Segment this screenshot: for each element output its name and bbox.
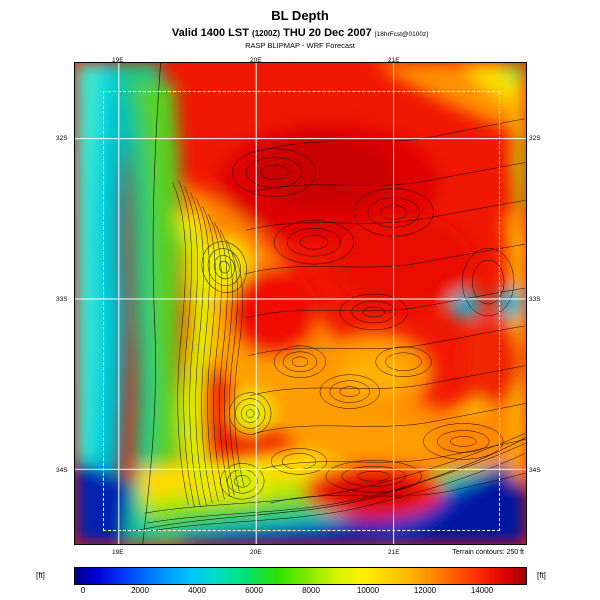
map-panel[interactable] bbox=[74, 62, 527, 545]
colorbar-tick-5: 10000 bbox=[356, 586, 380, 595]
colorbar-tick-3: 6000 bbox=[245, 586, 263, 595]
valid-time-line: Valid 1400 LST (1200Z) THU 20 Dec 2007 [… bbox=[0, 27, 600, 39]
colorbar-tick-4: 8000 bbox=[302, 586, 320, 595]
valid-time-utc: (1200Z) bbox=[252, 29, 281, 38]
colorbar bbox=[74, 567, 527, 585]
colorbar-gradient bbox=[74, 567, 527, 585]
lon-label-top-2: 21E bbox=[388, 57, 400, 64]
lon-label-top-1: 20E bbox=[250, 57, 262, 64]
lat-label-left-0: 32S bbox=[56, 135, 68, 142]
lon-label-top-0: 19E bbox=[112, 57, 124, 64]
lat-label-right-2: 34S bbox=[529, 467, 541, 474]
colorbar-units-left: [ft] bbox=[36, 571, 45, 580]
page-title: BL Depth bbox=[271, 8, 329, 23]
latlon-grid bbox=[75, 63, 526, 544]
valid-time-lst: Valid 1400 LST bbox=[171, 27, 249, 39]
forecast-run-info: [18hrFcst@0100z] bbox=[374, 31, 429, 38]
lon-label-bottom-2: 21E bbox=[388, 549, 400, 556]
colorbar-units-right: [ft] bbox=[537, 571, 546, 580]
bl-depth-field bbox=[75, 63, 526, 544]
colorbar-tick-2: 4000 bbox=[188, 586, 206, 595]
colorbar-tick-0: 0 bbox=[80, 586, 86, 595]
colorbar-tick-1: 2000 bbox=[131, 586, 149, 595]
model-source-line: RASP BLIPMAP - WRF Forecast bbox=[245, 41, 355, 50]
colorbar-tick-labels: 0 2000 4000 6000 8000 10000 12000 14000 bbox=[74, 586, 527, 598]
lon-label-bottom-1: 20E bbox=[250, 549, 262, 556]
lat-label-left-2: 34S bbox=[56, 467, 68, 474]
colorbar-tick-6: 12000 bbox=[413, 586, 437, 595]
valid-date: THU 20 Dec 2007 bbox=[283, 27, 372, 39]
lon-label-bottom-0: 19E bbox=[112, 549, 124, 556]
lat-label-right-1: 33S bbox=[529, 296, 541, 303]
colorbar-tick-7: 14000 bbox=[470, 586, 494, 595]
terrain-contour-note: Terrain contours: 250 ft bbox=[452, 549, 524, 556]
lat-label-left-1: 33S bbox=[56, 296, 68, 303]
lat-label-right-0: 32S bbox=[529, 135, 541, 142]
